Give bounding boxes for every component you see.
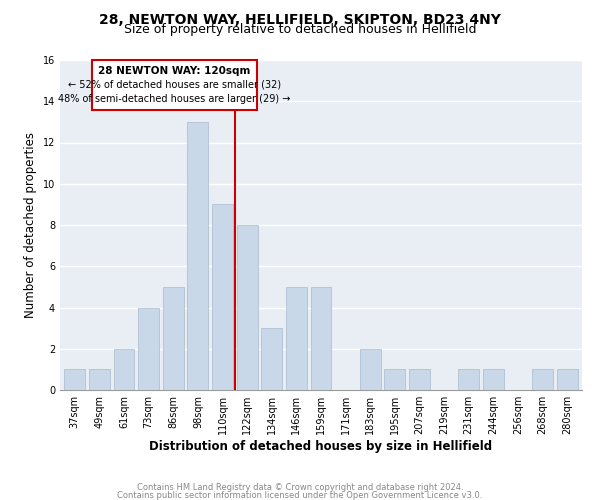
Text: Contains public sector information licensed under the Open Government Licence v3: Contains public sector information licen… xyxy=(118,490,482,500)
Bar xyxy=(311,287,331,390)
Bar xyxy=(261,328,282,390)
Bar xyxy=(483,370,504,390)
Text: 28, NEWTON WAY, HELLIFIELD, SKIPTON, BD23 4NY: 28, NEWTON WAY, HELLIFIELD, SKIPTON, BD2… xyxy=(99,12,501,26)
Y-axis label: Number of detached properties: Number of detached properties xyxy=(24,132,37,318)
Text: Size of property relative to detached houses in Hellifield: Size of property relative to detached ho… xyxy=(124,22,476,36)
Bar xyxy=(236,225,257,390)
Bar xyxy=(113,349,134,390)
Bar xyxy=(163,287,184,390)
Text: Contains HM Land Registry data © Crown copyright and database right 2024.: Contains HM Land Registry data © Crown c… xyxy=(137,483,463,492)
FancyBboxPatch shape xyxy=(92,60,257,110)
Bar xyxy=(64,370,85,390)
Bar xyxy=(286,287,307,390)
Bar xyxy=(89,370,110,390)
Bar xyxy=(557,370,578,390)
Bar xyxy=(409,370,430,390)
Bar xyxy=(187,122,208,390)
Text: 28 NEWTON WAY: 120sqm: 28 NEWTON WAY: 120sqm xyxy=(98,66,251,76)
Bar xyxy=(532,370,553,390)
Bar xyxy=(385,370,406,390)
Bar xyxy=(360,349,381,390)
X-axis label: Distribution of detached houses by size in Hellifield: Distribution of detached houses by size … xyxy=(149,440,493,453)
Text: 48% of semi-detached houses are larger (29) →: 48% of semi-detached houses are larger (… xyxy=(58,94,290,104)
Bar xyxy=(138,308,159,390)
Bar xyxy=(458,370,479,390)
Text: ← 52% of detached houses are smaller (32): ← 52% of detached houses are smaller (32… xyxy=(68,80,281,90)
Bar xyxy=(212,204,233,390)
